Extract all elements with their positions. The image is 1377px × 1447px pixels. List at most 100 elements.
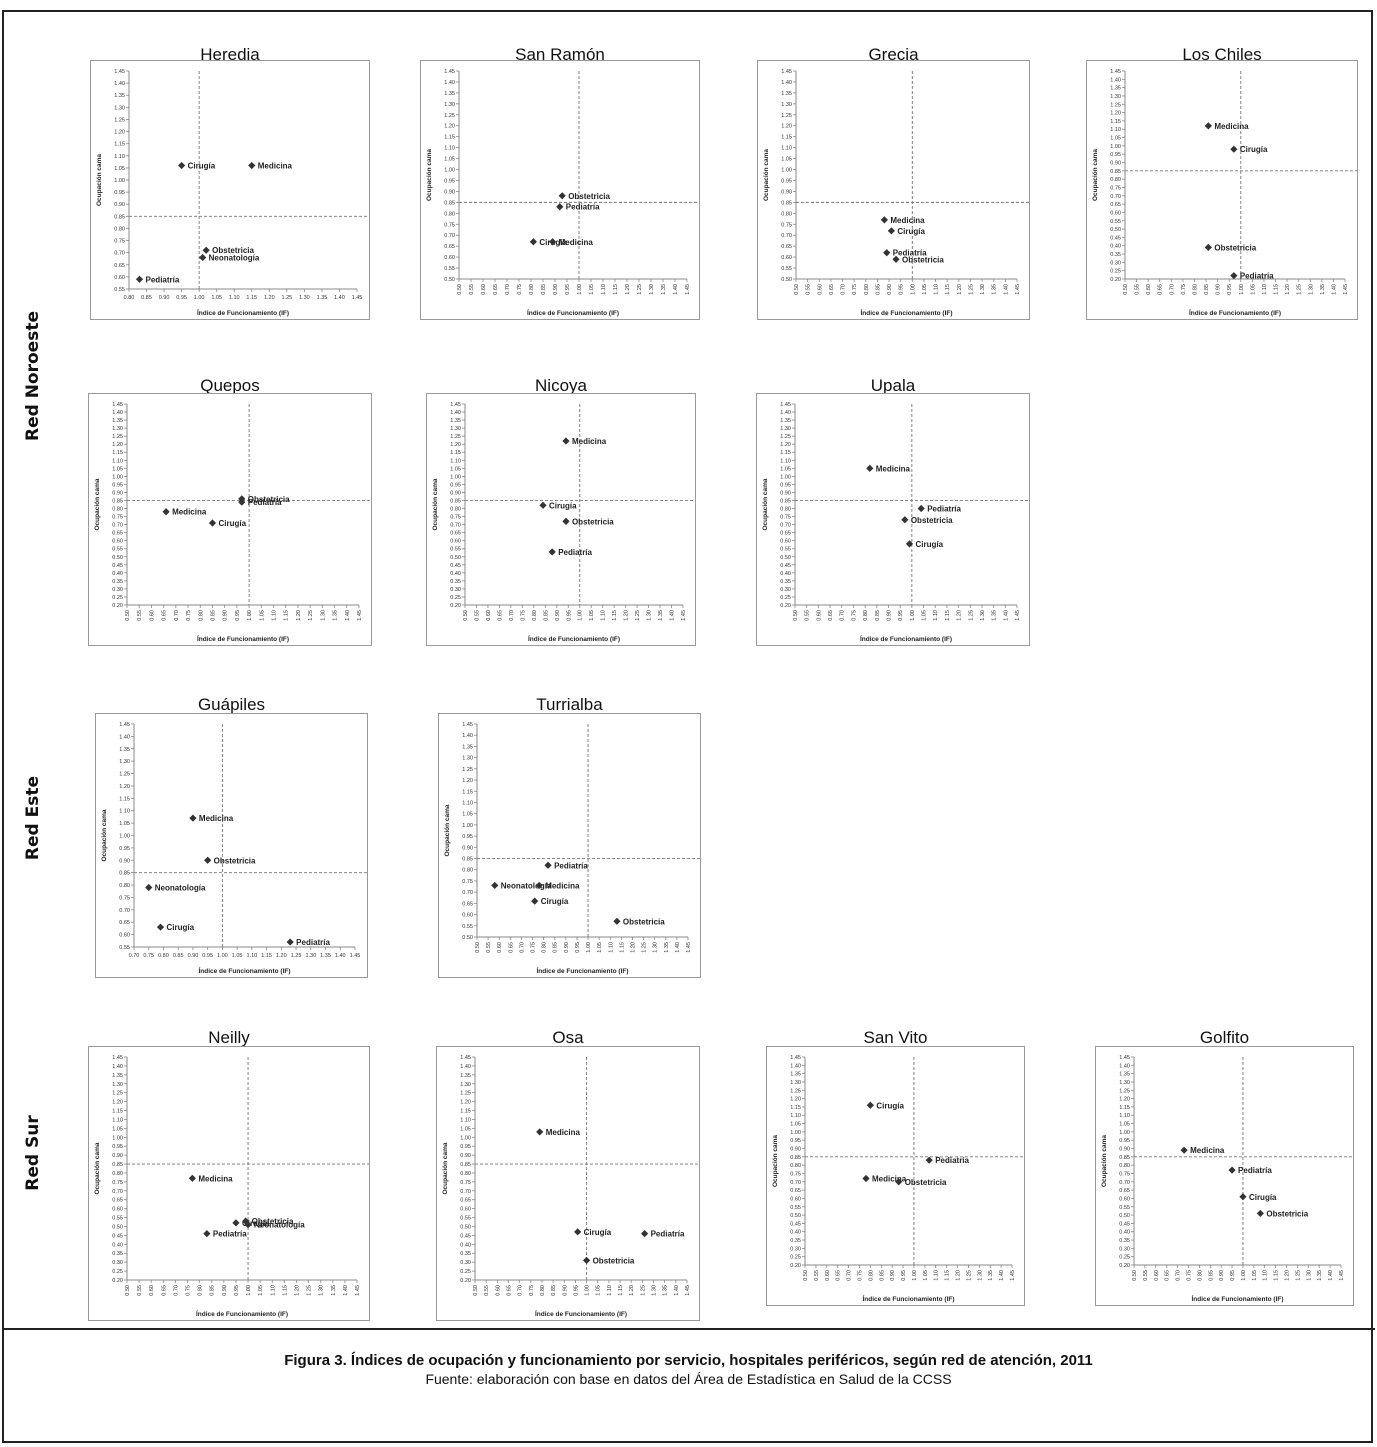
- x-tick-label: 1.35: [664, 942, 670, 953]
- x-tick-label: 0.90: [555, 610, 561, 621]
- y-tick-label: 1.30: [1110, 94, 1121, 100]
- data-point-obstetricia: [242, 1217, 250, 1225]
- y-tick-label: 0.90: [119, 858, 130, 864]
- x-tick-label: 0.70: [518, 1285, 524, 1296]
- y-tick-label: 0.85: [780, 498, 791, 504]
- y-tick-label: 0.60: [1110, 210, 1121, 216]
- x-tick-label: 1.30: [652, 1285, 658, 1296]
- y-tick-label: 0.75: [462, 879, 473, 885]
- data-label-obstetricia: Obstetricia: [593, 1256, 635, 1265]
- y-tick-label: 1.40: [1110, 77, 1121, 83]
- data-label-medicina: Medicina: [876, 464, 911, 473]
- data-label-pediatria: Pediatría: [651, 1230, 685, 1239]
- x-tick-label: 0.65: [508, 942, 514, 953]
- y-tick-label: 1.25: [790, 1088, 801, 1094]
- data-label-pediatria: Pediatría: [146, 275, 180, 284]
- y-tick-label: 1.15: [112, 450, 123, 456]
- data-point-obstetricia: [895, 1178, 903, 1186]
- y-tick-label: 0.25: [450, 595, 461, 601]
- y-tick-label: 1.30: [112, 1082, 123, 1088]
- y-tick-label: 0.95: [462, 834, 473, 840]
- data-point-cirugia: [529, 238, 537, 246]
- data-point-medicina: [1204, 122, 1212, 130]
- x-tick-label: 0.70: [129, 953, 140, 959]
- data-label-pediatria: Pediatría: [558, 548, 592, 557]
- y-axis-label: Ocupación cama: [94, 478, 101, 530]
- data-label-pediatria: Pediatría: [893, 249, 927, 258]
- data-label-neonatologia: Neonatología: [254, 1221, 305, 1230]
- x-tick-label: 1.20: [625, 284, 631, 295]
- chart-panel-grecia: 0.50 0.55 0.60 0.65 0.70 0.75 0.80 0.85 0.90 0.95…: [757, 60, 1030, 320]
- x-tick-label: 0.95: [898, 610, 904, 621]
- data-point-obstetricia: [1256, 1209, 1264, 1218]
- data-label-medicina: Medicina: [1190, 1146, 1225, 1155]
- y-tick-label: 0.90: [112, 490, 123, 496]
- y-tick-label: 0.85: [450, 498, 461, 504]
- y-tick-label: 1.20: [119, 784, 130, 790]
- y-tick-label: 0.30: [780, 587, 791, 593]
- y-tick-label: 0.50: [112, 1224, 123, 1230]
- y-tick-label: 0.20: [450, 603, 461, 609]
- y-tick-label: 0.20: [1110, 277, 1121, 283]
- x-tick-label: 1.05: [597, 942, 603, 953]
- y-tick-label: 0.95: [114, 190, 125, 196]
- y-tick-label: 0.85: [119, 871, 130, 877]
- chart-panel-los-chiles: 0.20 0.25 0.30 0.35 0.40 0.45 0.50 0.55 0.60 0.65…: [1086, 60, 1358, 320]
- y-tick-label: 0.85: [114, 214, 125, 220]
- x-tick-label: 0.70: [847, 1270, 853, 1281]
- x-tick-label: 0.80: [198, 610, 204, 621]
- scatter-chart-golfito: 0.20 0.25 0.30 0.35 0.40 0.45 0.50 0.55 0.60 0.65…: [1101, 1055, 1353, 1303]
- network-label-noroeste: Red Noroeste: [23, 311, 43, 441]
- x-tick-label: 1.35: [663, 1285, 669, 1296]
- y-tick-label: 1.35: [790, 1072, 801, 1078]
- x-tick-label: 0.70: [519, 942, 525, 953]
- x-tick-label: 0.95: [1230, 1270, 1236, 1281]
- x-tick-label: 1.10: [229, 295, 240, 301]
- y-tick-label: 1.30: [462, 756, 473, 762]
- x-axis-label: Índice de Funcionamiento (IF): [862, 1294, 954, 1303]
- y-tick-label: 0.70: [112, 523, 123, 529]
- y-tick-label: 1.05: [444, 157, 455, 163]
- x-tick-label: 1.35: [992, 610, 998, 621]
- data-label-pediatria: Pediatría: [248, 498, 282, 507]
- y-tick-label: 0.75: [460, 1180, 471, 1186]
- x-tick-label: 1.35: [331, 1285, 337, 1296]
- chart-title-golfito: Golfito: [1199, 1028, 1250, 1047]
- data-label-medicina: Medicina: [199, 814, 234, 823]
- y-tick-label: 0.60: [1119, 1196, 1130, 1202]
- x-tick-label: 0.80: [529, 284, 535, 295]
- y-tick-label: 0.85: [1110, 169, 1121, 175]
- x-tick-label: 0.50: [475, 942, 481, 953]
- x-tick-label: 1.10: [1262, 284, 1268, 295]
- data-point-pediatria: [203, 1230, 211, 1238]
- x-tick-label: 1.20: [629, 1285, 635, 1296]
- data-point-obstetricia: [901, 516, 909, 524]
- x-tick-label: 1.35: [333, 610, 339, 621]
- x-tick-label: 1.20: [957, 284, 963, 295]
- y-tick-label: 1.25: [460, 1091, 471, 1097]
- y-tick-label: 0.80: [114, 226, 125, 232]
- y-tick-label: 0.75: [781, 222, 792, 228]
- x-tick-label: 1.15: [619, 942, 625, 953]
- y-tick-label: 0.70: [790, 1180, 801, 1186]
- y-axis-label: Ocupación cama: [101, 809, 108, 861]
- y-tick-label: 0.55: [1110, 219, 1121, 225]
- x-tick-label: 1.10: [934, 1270, 940, 1281]
- y-tick-label: 1.10: [114, 154, 125, 160]
- y-tick-label: 1.20: [112, 1100, 123, 1106]
- y-tick-label: 1.30: [460, 1082, 471, 1088]
- x-tick-label: 0.75: [520, 610, 526, 621]
- x-tick-label: 1.45: [1339, 1270, 1345, 1281]
- x-tick-label: 1.15: [618, 1285, 624, 1296]
- y-tick-label: 0.30: [460, 1260, 471, 1266]
- y-tick-label: 0.45: [112, 563, 123, 569]
- data-label-neonatologia: Neonatología: [155, 884, 206, 893]
- x-tick-label: 1.30: [653, 942, 659, 953]
- y-tick-label: 0.70: [1110, 194, 1121, 200]
- y-tick-label: 0.55: [460, 1216, 471, 1222]
- y-tick-label: 0.45: [1119, 1221, 1130, 1227]
- y-tick-label: 1.20: [462, 778, 473, 784]
- x-tick-label: 0.65: [1165, 1270, 1171, 1281]
- y-tick-label: 0.65: [460, 1198, 471, 1204]
- y-tick-label: 0.65: [444, 244, 455, 250]
